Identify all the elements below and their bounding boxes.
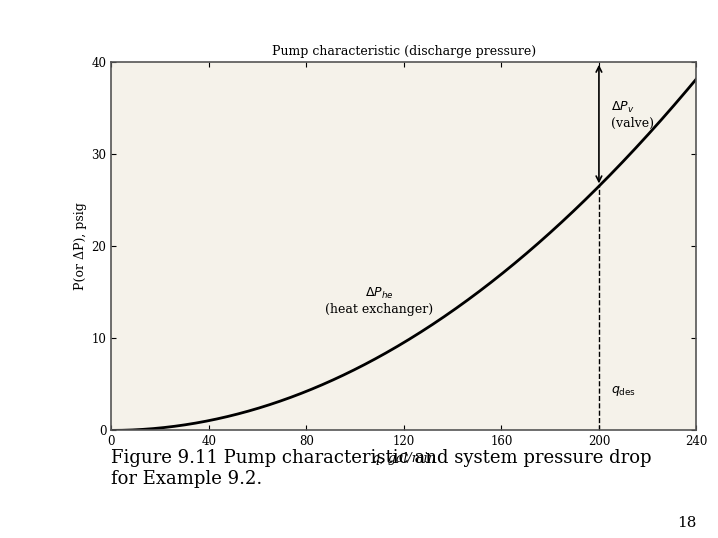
Text: 18: 18: [677, 516, 696, 530]
Text: $\Delta P_v$
(valve): $\Delta P_v$ (valve): [611, 100, 654, 130]
Text: $q_{\rm des}$: $q_{\rm des}$: [611, 384, 636, 398]
Text: $\Delta P_{he}$
(heat exchanger): $\Delta P_{he}$ (heat exchanger): [325, 286, 434, 316]
Text: Chapter 9: Chapter 9: [32, 251, 51, 373]
Y-axis label: P(or ΔP), psig: P(or ΔP), psig: [74, 202, 88, 290]
Title: Pump characteristic (discharge pressure): Pump characteristic (discharge pressure): [272, 45, 536, 58]
Text: Figure 9.11 Pump characteristic and system pressure drop
for Example 9.2.: Figure 9.11 Pump characteristic and syst…: [111, 449, 652, 488]
X-axis label: q, gal/min: q, gal/min: [372, 452, 436, 465]
